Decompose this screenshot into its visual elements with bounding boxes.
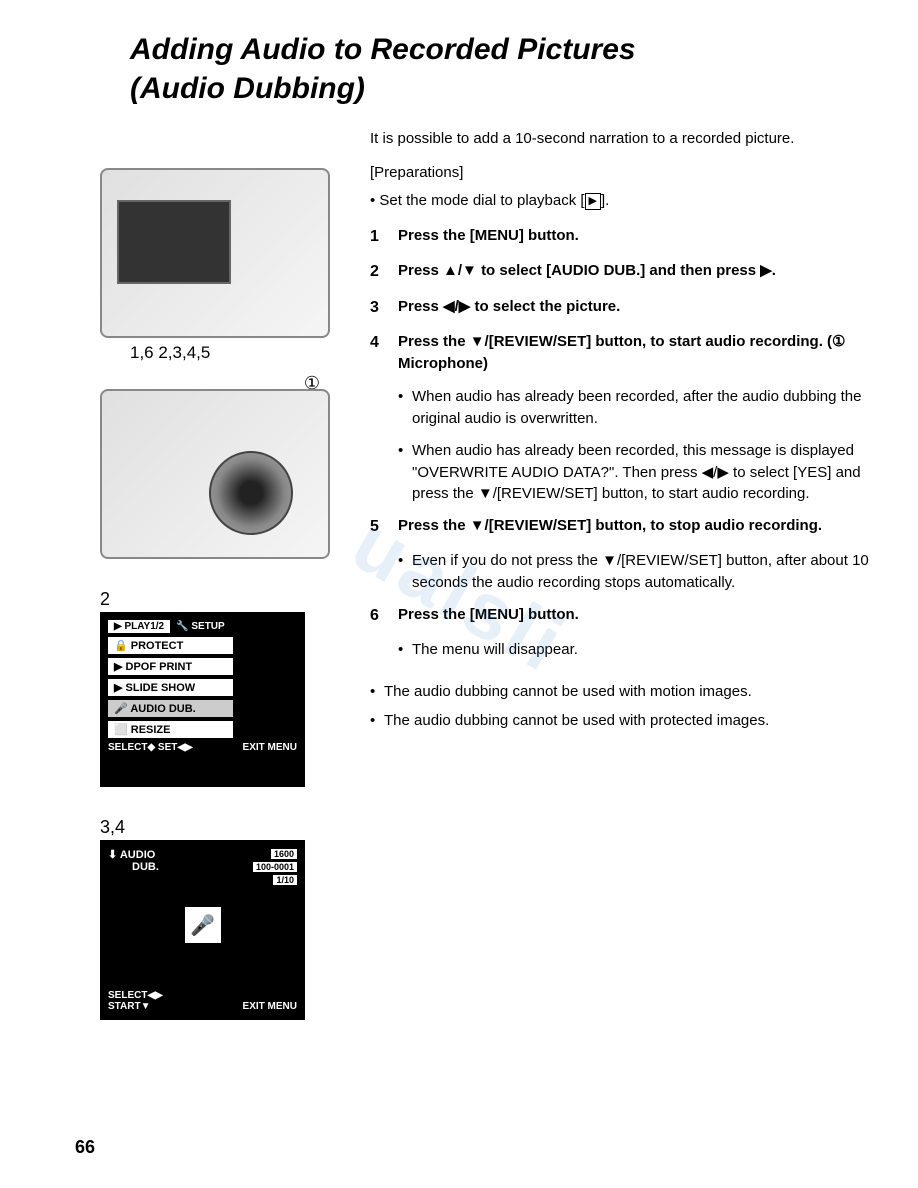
lcd-bottom-exit: EXIT MENU [243, 742, 297, 753]
lcd2-start-label: START▼ [108, 1001, 163, 1012]
lcd-tab-setup: 🔧 SETUP [170, 620, 231, 633]
content-columns: 1,6 2,3,4,5 ① 2 ▶ PLAY1/2 🔧 SETUP 🔒 PROT… [60, 128, 888, 1020]
note-2: • The audio dubbing cannot be used with … [370, 710, 888, 732]
step-5-sub-a-text: Even if you do not press the ▼/[REVIEW/S… [412, 550, 888, 594]
intro-text: It is possible to add a 10-second narrat… [370, 128, 888, 150]
step-2: 2 Press ▲/▼ to select [AUDIO DUB.] and t… [370, 260, 888, 283]
lcd2-audio-label: ⬇ AUDIO [108, 848, 159, 861]
note-1-text: The audio dubbing cannot be used with mo… [384, 681, 752, 703]
lcd-menu-audiodub: 🎤 AUDIO DUB. [108, 700, 233, 717]
step-5-text: Press the ▼/[REVIEW/SET] button, to stop… [398, 515, 888, 538]
step-6-sub-a-text: The menu will disappear. [412, 639, 578, 661]
step-3-num: 3 [370, 296, 398, 319]
step-4-num: 4 [370, 331, 398, 375]
preparations-label: [Preparations] [370, 162, 888, 184]
step-6-num: 6 [370, 604, 398, 627]
lcd2-count-badge: 1/10 [273, 875, 297, 885]
step-3-text: Press ◀/▶ to select the picture. [398, 296, 888, 319]
lcd2-bottom: SELECT◀▶ START▼ EXIT MENU [108, 990, 297, 1012]
lcd-menu-resize: ⬜ RESIZE [108, 721, 233, 738]
lcd-menu-dpof: ▶ DPOF PRINT [108, 658, 233, 675]
step-5-num: 5 [370, 515, 398, 538]
step-4-sub-b: • When audio has already been recorded, … [398, 440, 888, 505]
step-3: 3 Press ◀/▶ to select the picture. [370, 296, 888, 319]
bullet-dot: • [398, 386, 412, 430]
prep-bullet-end: ]. [601, 192, 609, 209]
lcd1-step-label: 2 [100, 589, 340, 610]
lcd-tabs: ▶ PLAY1/2 🔧 SETUP [108, 620, 297, 633]
lcd-audio-screen: ⬇ AUDIO DUB. 1600 100-0001 1/10 🎤 SELECT… [100, 840, 305, 1020]
step-4-sub-b-text: When audio has already been recorded, th… [412, 440, 888, 505]
prep-bullet-text: Set the mode dial to playback [ [379, 192, 584, 209]
step-4-text: Press the ▼/[REVIEW/SET] button, to star… [398, 331, 888, 375]
note-1: • The audio dubbing cannot be used with … [370, 681, 888, 703]
lcd2-exit-label: EXIT MENU [243, 1001, 297, 1012]
lcd2-top: ⬇ AUDIO DUB. 1600 100-0001 1/10 [108, 848, 297, 887]
callout-labels: 1,6 2,3,4,5 [130, 343, 340, 363]
step-6: 6 Press the [MENU] button. [370, 604, 888, 627]
right-column: It is possible to add a 10-second narrat… [370, 128, 888, 1020]
playback-icon: ▶ [585, 193, 601, 211]
lcd-menu-screen: ▶ PLAY1/2 🔧 SETUP 🔒 PROTECT ▶ DPOF PRINT… [100, 612, 305, 787]
step-5: 5 Press the ▼/[REVIEW/SET] button, to st… [370, 515, 888, 538]
step-2-text: Press ▲/▼ to select [AUDIO DUB.] and the… [398, 260, 888, 283]
step-5-sub-a: • Even if you do not press the ▼/[REVIEW… [398, 550, 888, 594]
note-2-text: The audio dubbing cannot be used with pr… [384, 710, 769, 732]
camera-front-illustration [100, 389, 330, 559]
page-number: 66 [75, 1137, 95, 1158]
lcd-bottom-select: SELECT◆ SET◀▶ [108, 742, 193, 753]
lcd2-step-label: 3,4 [100, 817, 340, 838]
bullet-dot: • [370, 681, 384, 703]
lcd2-dub-label: DUB. [132, 861, 159, 873]
lcd2-res-badge: 1600 [271, 849, 297, 859]
page-title: Adding Audio to Recorded Pictures (Audio… [130, 30, 888, 108]
lcd-menu-slideshow: ▶ SLIDE SHOW [108, 679, 233, 696]
lcd-bottom-bar: SELECT◆ SET◀▶ EXIT MENU [108, 742, 297, 753]
lcd2-file-badge: 100-0001 [253, 862, 297, 872]
step-2-num: 2 [370, 260, 398, 283]
title-line-2: (Audio Dubbing) [130, 72, 365, 105]
step-4: 4 Press the ▼/[REVIEW/SET] button, to st… [370, 331, 888, 375]
lcd2-select-label: SELECT◀▶ [108, 990, 163, 1001]
step-6-sub-a: • The menu will disappear. [398, 639, 888, 661]
bullet-dot: • [370, 710, 384, 732]
bullet-dot: • [398, 639, 412, 661]
step-6-text: Press the [MENU] button. [398, 604, 888, 627]
step-1-text: Press the [MENU] button. [398, 225, 888, 248]
left-column: 1,6 2,3,4,5 ① 2 ▶ PLAY1/2 🔧 SETUP 🔒 PROT… [60, 128, 340, 1020]
step-1: 1 Press the [MENU] button. [370, 225, 888, 248]
step-1-num: 1 [370, 225, 398, 248]
bullet-dot: • [398, 550, 412, 594]
step-4-sub-a: • When audio has already been recorded, … [398, 386, 888, 430]
prep-bullet: • Set the mode dial to playback [▶]. [370, 190, 888, 212]
bullet-dot: • [398, 440, 412, 505]
mic-icon: 🎤 [185, 907, 221, 943]
camera-back-illustration [100, 168, 330, 338]
title-line-1: Adding Audio to Recorded Pictures [130, 33, 636, 66]
lcd-menu-protect: 🔒 PROTECT [108, 637, 233, 654]
lcd-tab-play: ▶ PLAY1/2 [108, 620, 170, 633]
step-4-sub-a-text: When audio has already been recorded, af… [412, 386, 888, 430]
